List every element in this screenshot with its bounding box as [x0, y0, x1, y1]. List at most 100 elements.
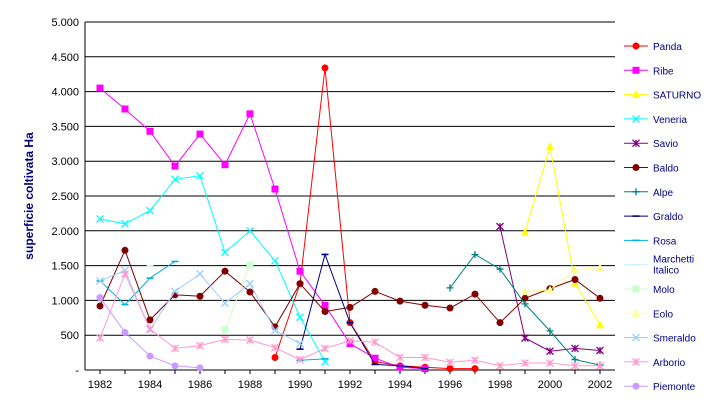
- data-point-baldo: [421, 301, 429, 309]
- x-tick-label: 1998: [488, 379, 512, 391]
- legend-item-graldo: Graldo: [624, 212, 683, 223]
- legend-label: Ribe: [653, 66, 674, 77]
- series-panda: [271, 64, 479, 373]
- data-point-eolo: [521, 286, 529, 295]
- series-ribe: [96, 84, 429, 373]
- data-point-arborio: [196, 341, 204, 350]
- data-point-savio: [521, 334, 529, 342]
- data-point-arborio: [571, 361, 579, 370]
- legend-item-ribe: Ribe: [624, 66, 674, 77]
- data-point-baldo: [321, 308, 329, 316]
- legend-label: Arborio: [653, 358, 686, 369]
- legend-label: SATURNO: [653, 91, 701, 102]
- series-molo: [221, 261, 254, 334]
- data-point-baldo: [146, 316, 154, 324]
- data-point-alpe: [446, 284, 454, 292]
- series-baldo: [96, 246, 604, 331]
- legend-label: Italico: [653, 266, 680, 277]
- x-tick-label: 1984: [138, 379, 162, 391]
- data-point-piemonte: [146, 352, 154, 360]
- x-tick-label: 1994: [388, 379, 412, 391]
- data-point-ribe: [371, 354, 379, 362]
- legend-label: Rosa: [653, 236, 677, 247]
- data-point-arborio: [421, 353, 429, 362]
- data-point-smeraldo: [296, 339, 304, 348]
- data-point-smeraldo: [271, 326, 279, 335]
- data-point-ribe: [221, 161, 229, 169]
- data-point-panda: [271, 353, 279, 361]
- data-point-saturno: [596, 320, 604, 329]
- legend-item-eolo: Eolo: [624, 308, 673, 320]
- data-point-ribe: [171, 162, 179, 170]
- x-tick-label: 1992: [338, 379, 362, 391]
- data-point-baldo: [446, 304, 454, 312]
- data-point-arborio: [146, 324, 154, 333]
- legend-item-rosa: Rosa: [624, 236, 677, 247]
- legend-label: Eolo: [653, 309, 673, 320]
- y-tick-label: 1.000: [51, 295, 79, 307]
- y-axis-label: superficie coltivata Ha: [22, 132, 36, 260]
- data-point-arborio: [271, 343, 279, 352]
- data-point-alpe: [496, 265, 504, 273]
- series-rosa: [96, 260, 329, 362]
- data-point-molo: [246, 261, 254, 269]
- y-tick-label: 4.500: [51, 52, 79, 64]
- data-point-veneria: [121, 219, 129, 228]
- legend-swatch-marker: [632, 382, 640, 390]
- legend-item-baldo: Baldo: [624, 164, 679, 175]
- data-point-piemonte: [96, 294, 104, 302]
- data-point-saturno: [521, 227, 529, 236]
- data-point-saturno: [546, 142, 554, 151]
- series-line-smeraldo: [99, 269, 301, 345]
- legend-label: Smeraldo: [653, 334, 696, 345]
- x-tick-label: 1988: [238, 379, 262, 391]
- data-point-ribe: [96, 84, 104, 92]
- data-point-arborio: [471, 356, 479, 365]
- data-point-piemonte: [121, 328, 129, 336]
- legend-item-saturno: SATURNO: [624, 90, 701, 102]
- data-point-arborio: [546, 359, 554, 367]
- series-alpe: [446, 250, 604, 369]
- series-arborio: [96, 269, 604, 370]
- data-point-panda: [446, 365, 454, 373]
- y-tick-label: -: [75, 365, 79, 377]
- x-tick-label: 2002: [588, 379, 612, 391]
- data-point-smeraldo: [96, 276, 104, 285]
- legend-swatch-marker: [632, 66, 640, 74]
- data-point-baldo: [371, 287, 379, 295]
- data-point-baldo: [121, 246, 129, 254]
- data-point-smeraldo: [171, 287, 179, 296]
- data-point-veneria: [246, 226, 254, 235]
- legend-swatch-marker: [632, 164, 640, 171]
- y-tick-label: 500: [61, 330, 79, 342]
- data-point-arborio: [521, 359, 529, 367]
- data-point-arborio: [221, 335, 229, 344]
- data-point-baldo: [96, 302, 104, 310]
- x-tick-label: 1986: [188, 379, 212, 391]
- y-tick-label: 4.000: [51, 87, 79, 99]
- data-point-savio: [571, 344, 579, 353]
- data-point-ribe: [321, 301, 329, 309]
- data-point-smeraldo: [196, 269, 204, 278]
- legend-label: Molo: [653, 285, 675, 296]
- legend-item-molo: Molo: [624, 285, 675, 296]
- data-point-veneria: [196, 171, 204, 180]
- y-tick-label: 3.000: [51, 156, 79, 168]
- data-point-alpe: [521, 300, 529, 308]
- data-point-ribe: [146, 127, 154, 135]
- series-veneria: [96, 171, 329, 366]
- series-line-ribe: [99, 87, 426, 370]
- data-point-veneria: [171, 175, 179, 184]
- legend-label: Marchetti: [653, 255, 694, 266]
- data-point-arborio: [446, 358, 454, 367]
- series-savio: [496, 222, 604, 356]
- series-line-rosa: [99, 260, 326, 361]
- data-point-arborio: [371, 338, 379, 347]
- legend-item-piemonte: Piemonte: [624, 382, 696, 393]
- data-point-eolo: [546, 285, 554, 294]
- data-point-arborio: [96, 334, 104, 342]
- legend-swatch-marker: [632, 357, 640, 366]
